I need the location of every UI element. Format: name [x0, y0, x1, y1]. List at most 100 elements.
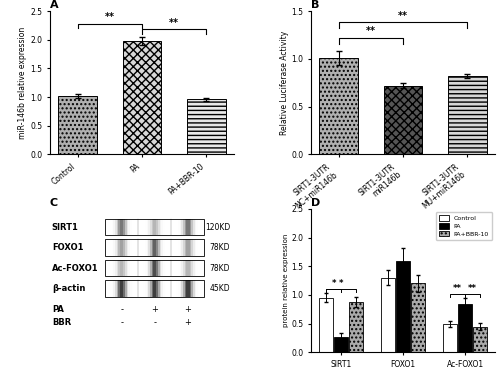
- Bar: [150, 219, 152, 236]
- Bar: [153, 219, 155, 236]
- Bar: [170, 219, 172, 236]
- Bar: [158, 239, 160, 256]
- Bar: [150, 280, 152, 297]
- Bar: [396, 261, 410, 352]
- Bar: [105, 239, 204, 256]
- Bar: [163, 219, 165, 236]
- Bar: [118, 260, 120, 276]
- Text: **: **: [169, 18, 179, 28]
- Y-axis label: protein relative expression: protein relative expression: [282, 234, 288, 327]
- Bar: [173, 219, 175, 236]
- Text: **: **: [468, 284, 477, 293]
- Bar: [107, 260, 108, 276]
- Bar: [198, 260, 200, 276]
- Bar: [146, 260, 148, 276]
- Bar: [126, 219, 128, 236]
- Bar: [116, 260, 118, 276]
- Text: 78KD: 78KD: [210, 243, 230, 252]
- Bar: [184, 219, 186, 236]
- Bar: [172, 219, 173, 236]
- Bar: [473, 327, 486, 352]
- Bar: [193, 280, 194, 297]
- Text: A: A: [50, 0, 58, 10]
- Bar: [114, 280, 116, 297]
- Bar: [148, 219, 150, 236]
- Bar: [114, 260, 116, 276]
- Bar: [150, 239, 152, 256]
- Bar: [126, 239, 128, 256]
- Bar: [183, 239, 185, 256]
- Bar: [105, 260, 204, 276]
- Bar: [190, 260, 192, 276]
- Bar: [156, 239, 158, 256]
- Bar: [112, 239, 114, 256]
- Text: PA: PA: [52, 305, 64, 314]
- Legend: Control, PA, PA+BBR-10: Control, PA, PA+BBR-10: [436, 212, 492, 240]
- Bar: [108, 280, 110, 297]
- Bar: [203, 280, 204, 297]
- Bar: [152, 239, 154, 256]
- Bar: [128, 239, 130, 256]
- Bar: [156, 260, 158, 276]
- Bar: [118, 239, 120, 256]
- Text: D: D: [311, 198, 320, 208]
- Bar: [126, 280, 128, 297]
- Text: β-actin: β-actin: [52, 284, 85, 293]
- Bar: [135, 219, 137, 236]
- Bar: [170, 239, 172, 256]
- Bar: [153, 280, 155, 297]
- Bar: [168, 280, 170, 297]
- Bar: [170, 260, 172, 276]
- Bar: [107, 280, 108, 297]
- Bar: [178, 219, 180, 236]
- Bar: [180, 280, 182, 297]
- Bar: [132, 239, 134, 256]
- Bar: [145, 219, 146, 236]
- Bar: [191, 219, 193, 236]
- Bar: [176, 280, 178, 297]
- Bar: [188, 260, 190, 276]
- Bar: [114, 239, 116, 256]
- Text: **: **: [105, 12, 115, 22]
- Bar: [182, 239, 183, 256]
- Bar: [160, 219, 162, 236]
- Bar: [116, 219, 118, 236]
- Bar: [153, 260, 155, 276]
- Bar: [194, 239, 196, 256]
- Bar: [162, 239, 164, 256]
- Bar: [200, 260, 202, 276]
- Bar: [116, 239, 118, 256]
- Bar: [142, 219, 144, 236]
- Bar: [158, 219, 160, 236]
- Bar: [146, 239, 148, 256]
- Bar: [110, 280, 112, 297]
- Bar: [176, 239, 178, 256]
- Bar: [155, 219, 156, 236]
- Bar: [125, 280, 127, 297]
- Bar: [105, 280, 107, 297]
- Bar: [120, 260, 122, 276]
- Bar: [178, 239, 180, 256]
- Bar: [136, 260, 138, 276]
- Bar: [143, 219, 145, 236]
- Bar: [105, 219, 107, 236]
- Bar: [349, 302, 362, 352]
- Bar: [183, 260, 185, 276]
- Bar: [193, 219, 194, 236]
- Bar: [201, 260, 203, 276]
- Bar: [115, 260, 117, 276]
- Bar: [178, 280, 180, 297]
- Bar: [164, 260, 166, 276]
- Bar: [173, 239, 175, 256]
- Bar: [182, 260, 183, 276]
- Bar: [164, 239, 166, 256]
- Bar: [124, 280, 125, 297]
- Y-axis label: miR-146b relative expression: miR-146b relative expression: [18, 26, 28, 139]
- Bar: [128, 280, 130, 297]
- Bar: [162, 280, 164, 297]
- Bar: [186, 260, 188, 276]
- Bar: [160, 260, 162, 276]
- Bar: [188, 239, 190, 256]
- Bar: [130, 219, 132, 236]
- Bar: [128, 219, 130, 236]
